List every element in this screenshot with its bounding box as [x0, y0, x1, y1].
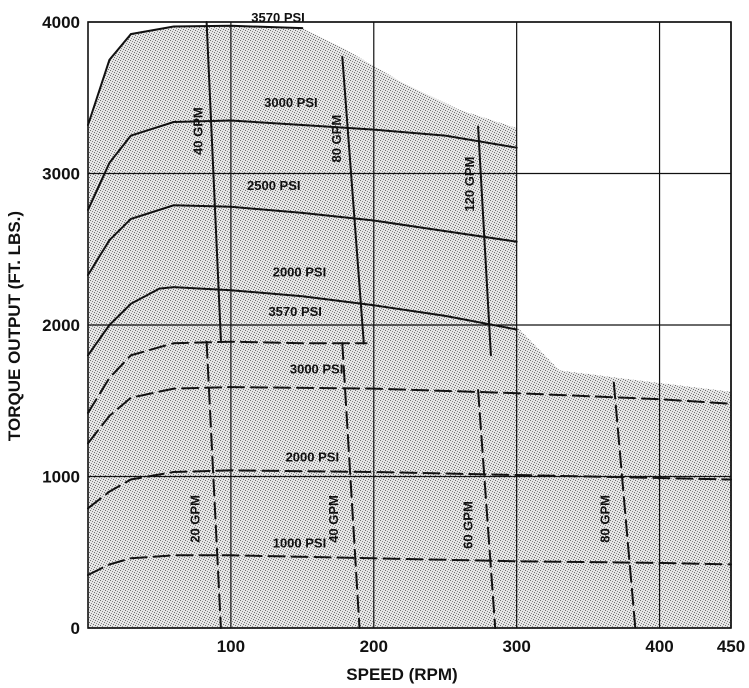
x-tick-label-450: 450 [717, 637, 745, 656]
dashed-pressure-label-1000-psi: 1000 PSI [273, 536, 327, 551]
y-tick-label-0: 0 [71, 619, 80, 638]
dashed-pressure-curve-1000-psi [87, 554, 732, 576]
solid-flow-label-40-gpm: 40 GPM [190, 107, 205, 155]
y-axis-title: TORQUE OUTPUT (FT. LBS.) [5, 211, 24, 441]
solid-pressure-curve-2000-psi [87, 286, 518, 357]
y-tick-label-1000: 1000 [42, 468, 80, 487]
x-tick-label-300: 300 [502, 637, 530, 656]
dashed-flow-label-60-gpm: 60 GPM [460, 501, 475, 549]
dashed-flow-label-80-gpm: 80 GPM [598, 495, 613, 543]
dashed-flow-curve-20-gpm [205, 340, 222, 629]
solid-pressure-label-3570-psi: 3570 PSI [251, 10, 305, 25]
x-tick-label-200: 200 [360, 637, 388, 656]
ticks-layer: 100 200 300 400 450 0 1000 2000 3000 4000 [42, 13, 745, 656]
solid-flow-label-120-gpm: 120 GPM [462, 157, 477, 212]
curves-layer [87, 21, 732, 629]
x-tick-label-100: 100 [217, 637, 245, 656]
dashed-flow-label-20-gpm: 20 GPM [188, 495, 203, 543]
dashed-pressure-curve-2000-psi [87, 469, 732, 510]
solid-pressure-label-2500-psi: 2500 PSI [247, 178, 301, 193]
solid-pressure-curve-3000-psi [87, 119, 518, 211]
operating-envelope-layer [88, 25, 731, 629]
dashed-flow-curve-60-gpm [477, 389, 497, 629]
y-tick-label-3000: 3000 [42, 165, 80, 184]
dashed-pressure-curve-3570-psi [87, 340, 368, 414]
operating-envelope-area [88, 25, 731, 629]
dashed-pressure-label-3570-psi: 3570 PSI [268, 304, 322, 319]
solid-flow-curve-40-gpm [205, 21, 222, 342]
solid-pressure-label-3000-psi: 3000 PSI [264, 95, 318, 110]
y-tick-label-4000: 4000 [42, 13, 80, 32]
plot-frame [87, 21, 732, 629]
solid-pressure-label-2000-psi: 2000 PSI [273, 265, 327, 280]
solid-flow-curve-80-gpm [341, 55, 365, 345]
grid-layer [87, 21, 732, 629]
dashed-flow-curve-80-gpm [612, 381, 637, 629]
dashed-pressure-label-3000-psi: 3000 PSI [290, 361, 344, 376]
x-axis-title: SPEED (RPM) [346, 665, 457, 684]
solid-pressure-curve-3570-psi [87, 24, 304, 126]
y-tick-label-2000: 2000 [42, 316, 80, 335]
solid-pressure-curve-2500-psi [87, 204, 518, 276]
curve-labels-layer: 3570 PSI 3000 PSI 2500 PSI 2000 PSI 40 GPM 80… [188, 10, 613, 551]
dashed-pressure-curve-3000-psi [87, 386, 732, 445]
solid-flow-curve-120-gpm [477, 125, 492, 357]
dashed-pressure-label-2000-psi: 2000 PSI [286, 449, 340, 464]
dashed-flow-curve-40-gpm [341, 342, 361, 629]
x-tick-label-400: 400 [645, 637, 673, 656]
solid-flow-label-80-gpm: 80 GPM [329, 115, 344, 163]
dashed-flow-label-40-gpm: 40 GPM [326, 495, 341, 543]
